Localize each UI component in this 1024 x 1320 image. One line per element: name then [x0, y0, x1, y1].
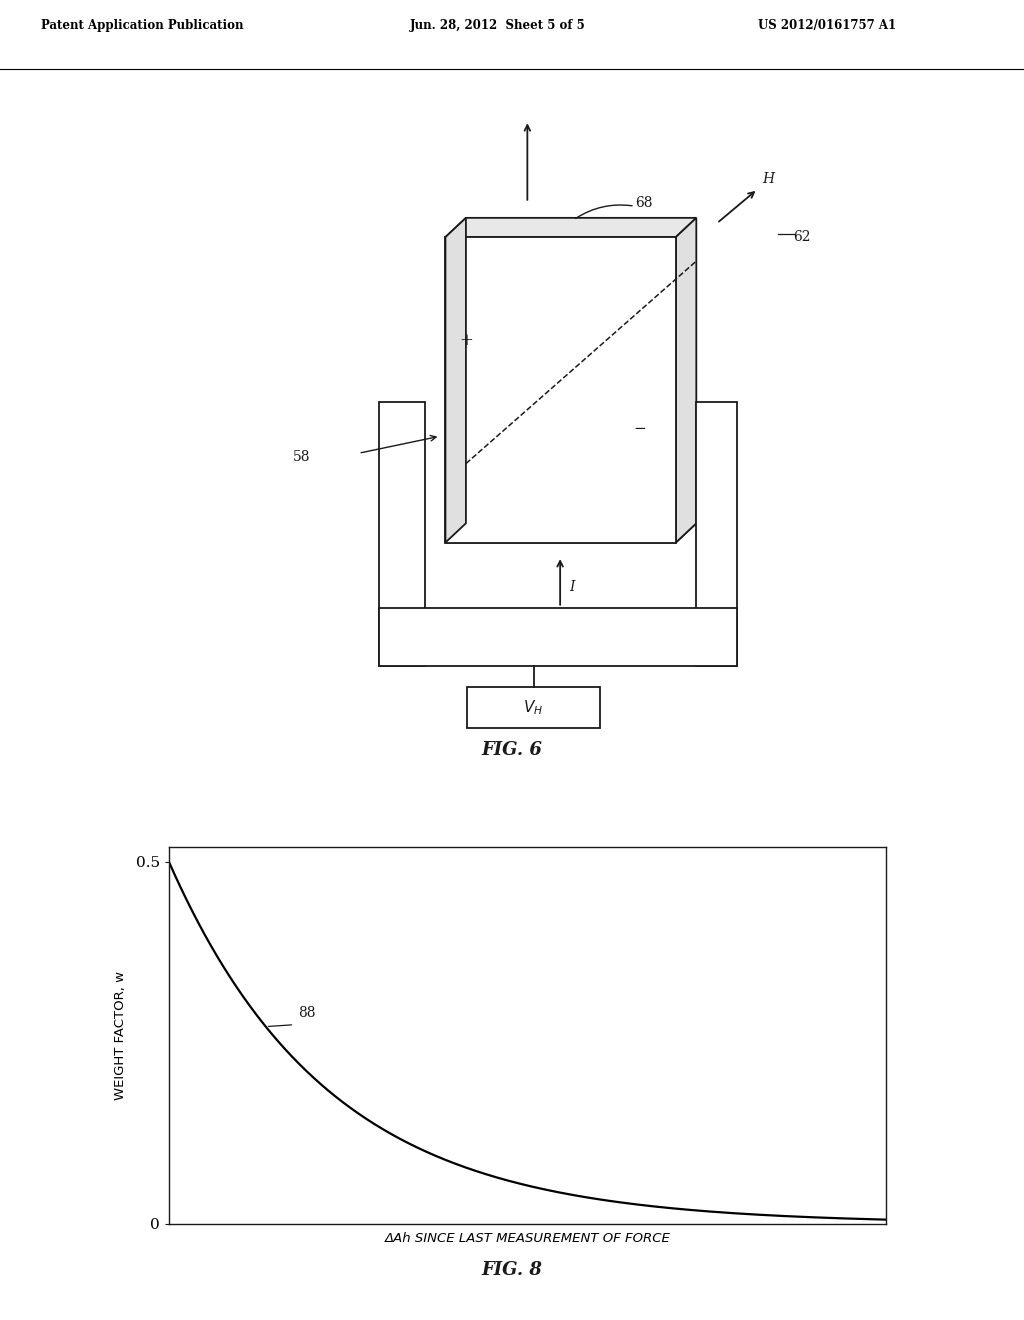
Polygon shape — [379, 607, 737, 667]
Polygon shape — [445, 218, 696, 238]
Polygon shape — [445, 238, 676, 543]
Polygon shape — [379, 401, 425, 667]
Text: 58: 58 — [293, 450, 311, 463]
Y-axis label: WEIGHT FACTOR, w: WEIGHT FACTOR, w — [115, 972, 127, 1100]
Bar — [467, 686, 600, 727]
Polygon shape — [445, 218, 466, 543]
Text: Patent Application Publication: Patent Application Publication — [41, 18, 244, 32]
Text: 62: 62 — [794, 230, 811, 244]
Text: +: + — [459, 331, 473, 348]
Text: −: − — [634, 422, 646, 437]
Text: Jun. 28, 2012  Sheet 5 of 5: Jun. 28, 2012 Sheet 5 of 5 — [410, 18, 586, 32]
Polygon shape — [696, 401, 737, 667]
Text: 88: 88 — [298, 1006, 315, 1020]
Text: $V_H$: $V_H$ — [523, 698, 544, 717]
Text: FIG. 6: FIG. 6 — [481, 741, 543, 759]
Text: H: H — [762, 172, 774, 186]
Text: US 2012/0161757 A1: US 2012/0161757 A1 — [758, 18, 896, 32]
Polygon shape — [445, 523, 696, 543]
Text: 68: 68 — [635, 195, 652, 210]
Text: FIG. 8: FIG. 8 — [481, 1261, 543, 1279]
X-axis label: ΔAh SINCE LAST MEASUREMENT OF FORCE: ΔAh SINCE LAST MEASUREMENT OF FORCE — [384, 1232, 671, 1245]
Text: I: I — [569, 579, 575, 594]
Polygon shape — [676, 218, 696, 543]
